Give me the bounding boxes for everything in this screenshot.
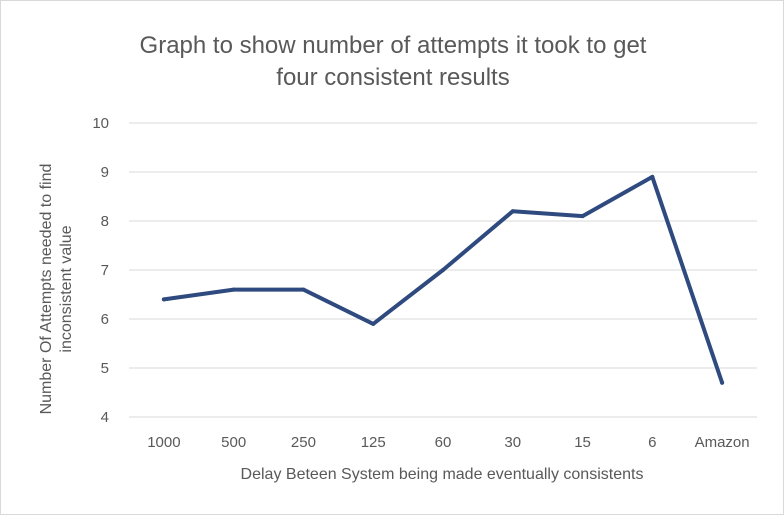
y-axis-title: Number Of Attempts needed to find incons… bbox=[38, 164, 75, 415]
data-point bbox=[231, 287, 236, 292]
x-tick-label: Amazon bbox=[695, 434, 750, 451]
y-tick-label: 6 bbox=[101, 311, 109, 328]
data-point bbox=[161, 297, 166, 302]
y-axis-tick-labels: 4 5 6 7 8 9 10 bbox=[92, 115, 109, 426]
x-axis-tick-labels: 1000 500 250 125 60 30 15 6 Amazon bbox=[147, 434, 749, 451]
y-tick-label: 4 bbox=[101, 409, 109, 426]
series-line-0 bbox=[161, 174, 725, 385]
chart-title: Graph to show number of attempts it took… bbox=[140, 32, 647, 91]
y-tick-label: 10 bbox=[92, 115, 109, 132]
x-tick-label: 1000 bbox=[147, 434, 180, 451]
y-axis-title-line-1: Number Of Attempts needed to find bbox=[38, 164, 55, 415]
chart-title-line-1: Graph to show number of attempts it took… bbox=[140, 32, 647, 59]
y-tick-label: 5 bbox=[101, 360, 109, 377]
y-tick-label: 9 bbox=[101, 164, 109, 181]
y-tick-label: 8 bbox=[101, 213, 109, 230]
gridlines bbox=[129, 122, 757, 418]
data-point bbox=[510, 209, 515, 214]
data-point bbox=[441, 268, 445, 272]
x-axis-title: Delay Beteen System being made eventuall… bbox=[241, 466, 644, 483]
y-axis-title-line-2: inconsistent value bbox=[58, 225, 75, 352]
series-group bbox=[161, 174, 725, 385]
data-point bbox=[650, 174, 655, 179]
data-point bbox=[720, 380, 725, 385]
data-point bbox=[371, 321, 376, 326]
y-tick-label: 7 bbox=[101, 262, 109, 279]
x-tick-label: 15 bbox=[574, 434, 591, 451]
x-tick-label: 125 bbox=[361, 434, 386, 451]
x-tick-label: 250 bbox=[291, 434, 316, 451]
x-tick-label: 30 bbox=[504, 434, 521, 451]
x-tick-label: 500 bbox=[221, 434, 246, 451]
data-point bbox=[301, 287, 306, 292]
chart-title-line-2: four consistent results bbox=[276, 64, 509, 91]
data-point bbox=[580, 214, 585, 219]
x-tick-label: 60 bbox=[435, 434, 452, 451]
x-tick-label: 6 bbox=[648, 434, 656, 451]
